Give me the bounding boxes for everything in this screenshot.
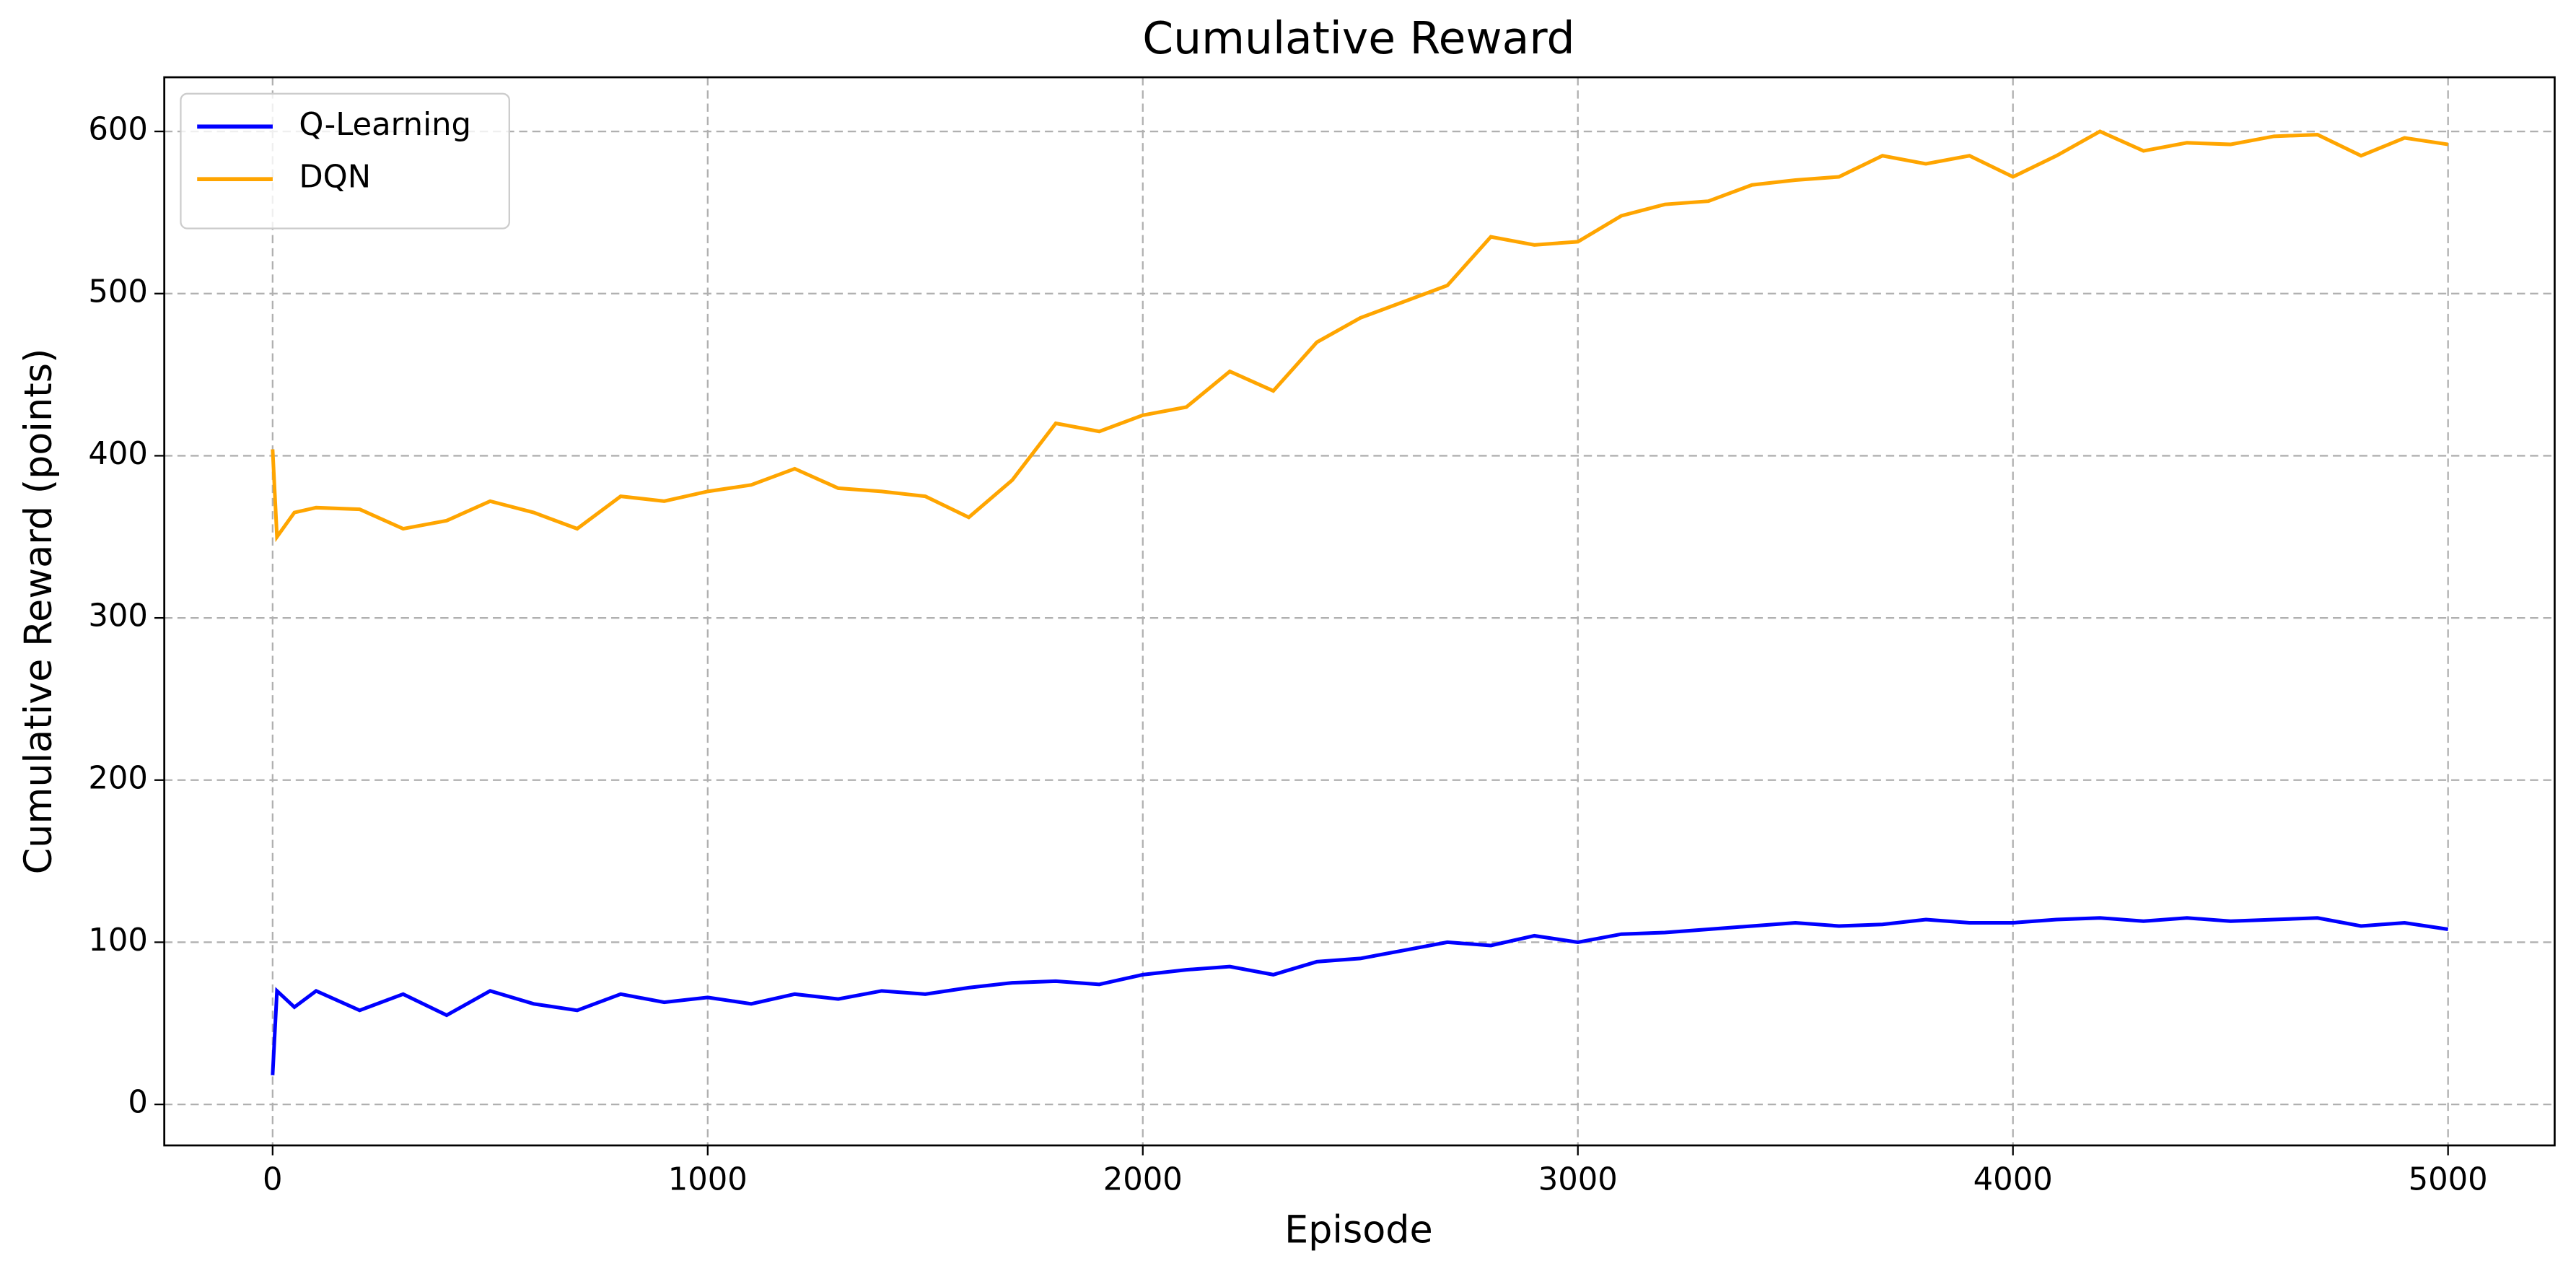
- y-tick-label: 600: [88, 112, 148, 148]
- line-series: [271, 916, 2449, 1075]
- x-tick-label: 3000: [1538, 1162, 1618, 1198]
- y-tick-label: 100: [88, 922, 148, 959]
- y-axis-label: Cumulative Reward (points): [17, 349, 61, 875]
- y-tick-label: 500: [88, 274, 148, 310]
- legend-label: Q-Learning: [299, 107, 471, 143]
- x-tick-label: 4000: [1973, 1162, 2053, 1198]
- y-tick-label: 300: [88, 598, 148, 634]
- line-series: [271, 129, 2449, 543]
- x-tick-label: 1000: [668, 1162, 748, 1198]
- legend-label: DQN: [299, 160, 371, 196]
- x-tick-label: 0: [263, 1162, 283, 1198]
- plot-frame: [163, 76, 2556, 1147]
- chart-title: Cumulative Reward: [1142, 13, 1574, 64]
- x-tick-label: 2000: [1103, 1162, 1183, 1198]
- y-tick-label: 200: [88, 760, 148, 796]
- y-tick-label: 400: [88, 436, 148, 472]
- x-axis-label: Episode: [1284, 1208, 1433, 1252]
- y-tick-label: 0: [128, 1085, 148, 1121]
- x-tick-label: 5000: [2409, 1162, 2488, 1198]
